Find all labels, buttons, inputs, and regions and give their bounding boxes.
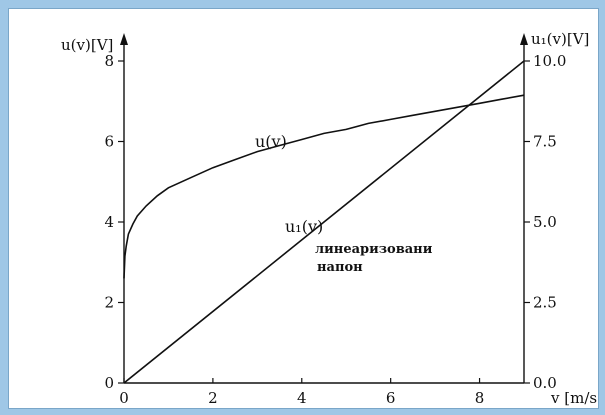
x-tick-label: 6: [386, 389, 396, 407]
x-tick-label: 2: [208, 389, 218, 407]
y-left-tick-label: 8: [104, 52, 114, 70]
axes-group: [120, 33, 528, 384]
y-right-axis-title: u₁(v)[V]: [531, 30, 589, 48]
y-right-tick-label: 0.0: [533, 374, 557, 392]
series-line-u: [123, 94, 525, 279]
annotation-line-1: линеаризовани: [315, 242, 433, 257]
y-left-axis-arrow: [120, 33, 128, 45]
y-left-axis-title: u(v)[V]: [61, 36, 113, 54]
curve-label-u: u(v): [255, 132, 287, 151]
y-right-tick-label: 5.0: [533, 213, 557, 231]
x-tick-label: 4: [297, 389, 307, 407]
chart-svg: 0 2 4 6 8 0 2 4 6 8 0.0 2.5 5.0 7.5 10.0 u(v)[V] u₁(v)…: [61, 30, 598, 407]
annotation-line-2: напон: [317, 260, 363, 275]
y-right-tick-label: 7.5: [533, 133, 557, 151]
y-right-tick-label: 2.5: [533, 294, 557, 312]
curve-label-u1: u₁(v): [285, 217, 323, 236]
y-right-axis-arrow: [520, 33, 528, 45]
series-line-u1: [123, 60, 525, 384]
y-left-tick-label: 0: [104, 374, 114, 392]
x-tick-label: 8: [475, 389, 485, 407]
ticks-group: 0 2 4 6 8 0 2 4 6 8 0.0 2.5 5.0 7.5 10.0: [104, 52, 566, 407]
chart-panel: 0 2 4 6 8 0 2 4 6 8 0.0 2.5 5.0 7.5 10.0 u(v)[V] u₁(v)…: [8, 8, 599, 409]
x-tick-label: 0: [119, 389, 129, 407]
y-left-tick-label: 2: [104, 294, 114, 312]
x-axis-title: v [m/s]: [550, 389, 598, 407]
y-right-tick-label: 10.0: [533, 52, 566, 70]
series-group: [123, 60, 525, 384]
y-left-tick-label: 6: [104, 133, 114, 151]
y-left-tick-label: 4: [104, 213, 114, 231]
